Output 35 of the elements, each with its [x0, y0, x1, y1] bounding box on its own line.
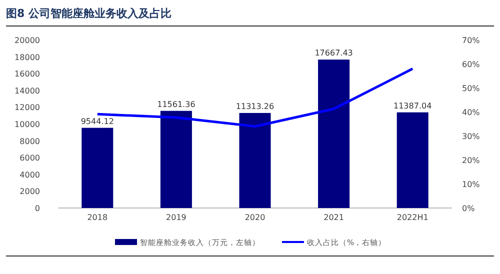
y-tick-label: 8000 [20, 136, 40, 146]
y-tick-label: 4000 [20, 170, 40, 180]
y-tick-label: 18000 [14, 52, 40, 62]
y2-tick-label: 40% [462, 108, 480, 117]
x-tick-label: 2021 [324, 213, 344, 222]
y2-tick-label: 70% [462, 36, 480, 45]
data-label: 9544.12 [80, 116, 114, 126]
y2-tick-label: 30% [462, 132, 480, 141]
data-label: 17667.43 [314, 48, 353, 58]
y-tick-label: 10000 [14, 120, 40, 129]
y2-tick-label: 50% [462, 84, 480, 93]
x-tick-label: 2020 [244, 213, 266, 222]
bar [318, 60, 350, 208]
bar [396, 112, 428, 208]
y-tick-label: 6000 [20, 154, 40, 163]
y-tick-label: 12000 [14, 103, 40, 112]
y2-tick-label: 10% [462, 180, 480, 189]
bar [160, 110, 192, 208]
y-tick-label: 20000 [14, 36, 40, 45]
y-tick-label: 14000 [14, 86, 40, 96]
data-label: 11561.36 [157, 100, 196, 109]
x-tick-label: 2022H1 [396, 213, 428, 222]
bar [239, 112, 271, 208]
x-tick-label: 2019 [166, 213, 186, 222]
chart-title: 图8 公司智能座舱业务收入及占比 [6, 7, 172, 20]
y2-tick-label: 60% [462, 60, 480, 69]
data-label: 11387.04 [394, 101, 432, 110]
bar [82, 128, 114, 208]
y-tick-label: 0 [34, 204, 40, 213]
y-tick-label: 16000 [14, 70, 40, 79]
y-tick-label: 2000 [20, 187, 40, 196]
x-tick-label: 2018 [87, 213, 108, 222]
data-label: 11313.26 [236, 102, 274, 111]
y2-tick-label: 20% [462, 156, 480, 165]
y2-tick-label: 0% [462, 204, 476, 213]
